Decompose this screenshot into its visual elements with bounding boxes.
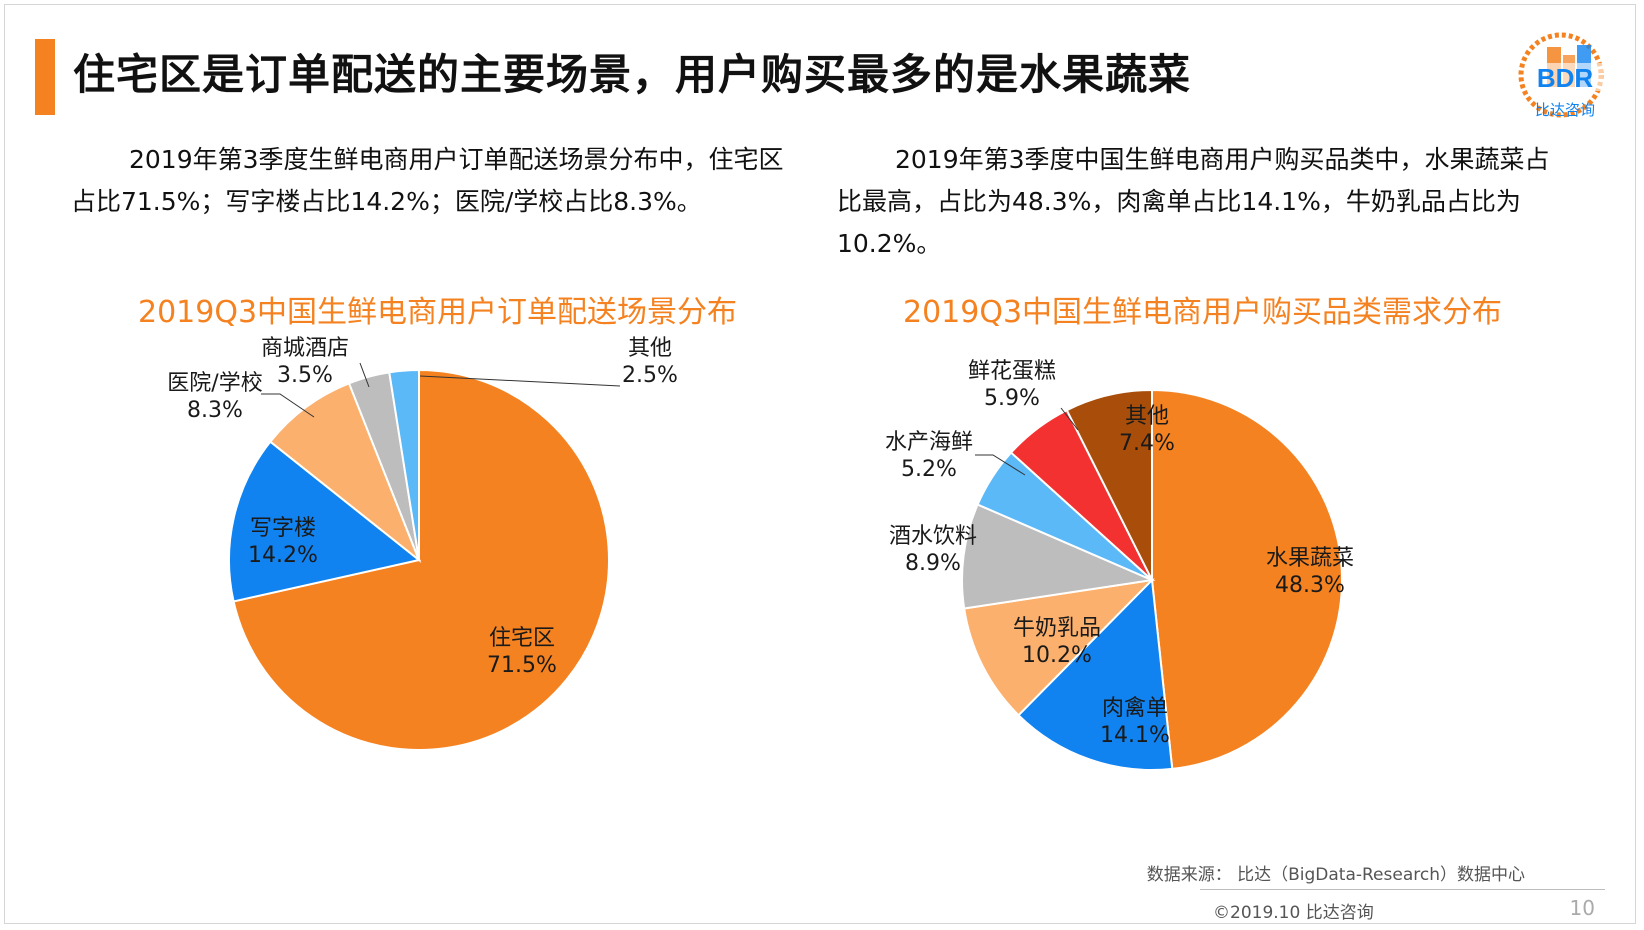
description-left: 2019年第3季度生鲜电商用户订单配送场景分布中，住宅区占比71.5%；写字楼占… xyxy=(71,145,784,216)
slice-label-1-0: 水果蔬菜 xyxy=(1266,546,1354,571)
slice-label-1-1: 肉禽单 xyxy=(1102,696,1168,721)
page-title: 住宅区是订单配送的主要场景，用户购买最多的是水果蔬菜 xyxy=(73,50,1192,99)
pie-slice-1-1 xyxy=(1017,577,1174,771)
slice-label-0-2: 医院/学校 xyxy=(167,371,262,396)
slice-label-0-1: 写字楼 xyxy=(250,516,316,541)
leader-line-1-4 xyxy=(975,454,1026,476)
data-source: 数据来源： 比达（BigData-Research）数据中心 xyxy=(1146,865,1525,885)
slice-value-0-3: 3.5% xyxy=(277,363,333,388)
slice-value-1-6: 7.4% xyxy=(1119,431,1175,456)
pie-slice-0-4 xyxy=(388,368,420,561)
pie-slice-1-6 xyxy=(1065,388,1153,581)
leader-line-1-5 xyxy=(1060,407,1079,431)
slice-value-0-4: 2.5% xyxy=(622,363,678,388)
bdr-logo: BDR 比达咨询 xyxy=(1518,32,1604,119)
slice-value-1-5: 5.9% xyxy=(984,386,1040,411)
slice-value-0-0: 71.5% xyxy=(487,653,557,678)
slice-value-0-1: 14.2% xyxy=(248,543,318,568)
slice-value-1-2: 10.2% xyxy=(1022,643,1092,668)
copyright: ©2019.10 比达咨询 xyxy=(1213,903,1374,923)
pie-slice-0-1 xyxy=(228,440,422,603)
pie-charts: 住宅区71.5%写字楼14.2%医院/学校8.3%商城酒店3.5%其他2.5%水… xyxy=(167,336,1354,771)
slice-label-1-3: 酒水饮料 xyxy=(889,524,977,549)
slice-value-1-1: 14.1% xyxy=(1100,723,1170,748)
slice-label-1-5: 鲜花蛋糕 xyxy=(968,359,1056,384)
title-accent-bar xyxy=(35,39,55,115)
pie-slice-0-2 xyxy=(268,382,422,564)
slice-label-0-0: 住宅区 xyxy=(489,626,555,651)
slice-value-1-3: 8.9% xyxy=(905,551,961,576)
leader-line-0-3 xyxy=(359,362,370,388)
logo-text: BDR xyxy=(1537,63,1594,93)
pie-slice-1-3 xyxy=(961,503,1156,610)
slice-label-1-6: 其他 xyxy=(1125,404,1169,429)
slice-label-1-2: 牛奶乳品 xyxy=(1013,616,1101,641)
slice-value-1-4: 5.2% xyxy=(901,457,957,482)
pie-slice-0-0 xyxy=(232,368,610,751)
footer-divider xyxy=(1200,889,1605,890)
page-number: 10 xyxy=(1569,896,1595,920)
pie-slice-1-0 xyxy=(1151,388,1343,771)
slice-label-0-4: 其他 xyxy=(628,336,672,361)
slice-label-1-4: 水产海鲜 xyxy=(885,430,973,455)
logo-subtitle: 比达咨询 xyxy=(1535,101,1595,119)
chart-title-delivery: 2019Q3中国生鲜电商用户订单配送场景分布 xyxy=(138,295,738,330)
chart-title-category: 2019Q3中国生鲜电商用户购买品类需求分布 xyxy=(903,295,1503,330)
pie-slice-1-2 xyxy=(963,578,1155,717)
leader-line-0-2 xyxy=(261,393,315,418)
slide: 住宅区是订单配送的主要场景，用户购买最多的是水果蔬菜 BDR 比达咨询 2019… xyxy=(4,4,1636,924)
slice-value-0-2: 8.3% xyxy=(187,398,243,423)
slice-label-0-3: 商城酒店 xyxy=(261,336,349,361)
description-right: 2019年第3季度中国生鲜电商用户购买品类中，水果蔬菜占比最高，占比为48.3%… xyxy=(837,145,1550,258)
leader-line-0-4 xyxy=(419,375,621,387)
slice-value-1-0: 48.3% xyxy=(1275,573,1345,598)
